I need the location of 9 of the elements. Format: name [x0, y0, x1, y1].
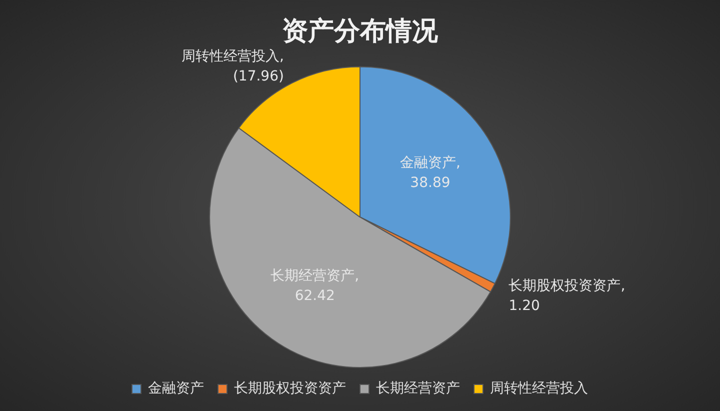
legend-label: 周转性经营投入	[490, 380, 588, 397]
data-label: 金融资产, 38.89	[400, 155, 460, 192]
data-label: 长期股权投资资产, 1.20	[508, 278, 626, 314]
legend-label: 长期经营资产	[376, 380, 460, 397]
chart-title: 资产分布情况	[282, 16, 439, 46]
data-label: 周转性经营投入, (17.96)	[182, 48, 284, 84]
legend-label: 金融资产	[148, 380, 204, 397]
data-label: 长期经营资产, 62.42	[270, 268, 360, 304]
legend-label: 长期股权投资资产	[234, 380, 346, 397]
